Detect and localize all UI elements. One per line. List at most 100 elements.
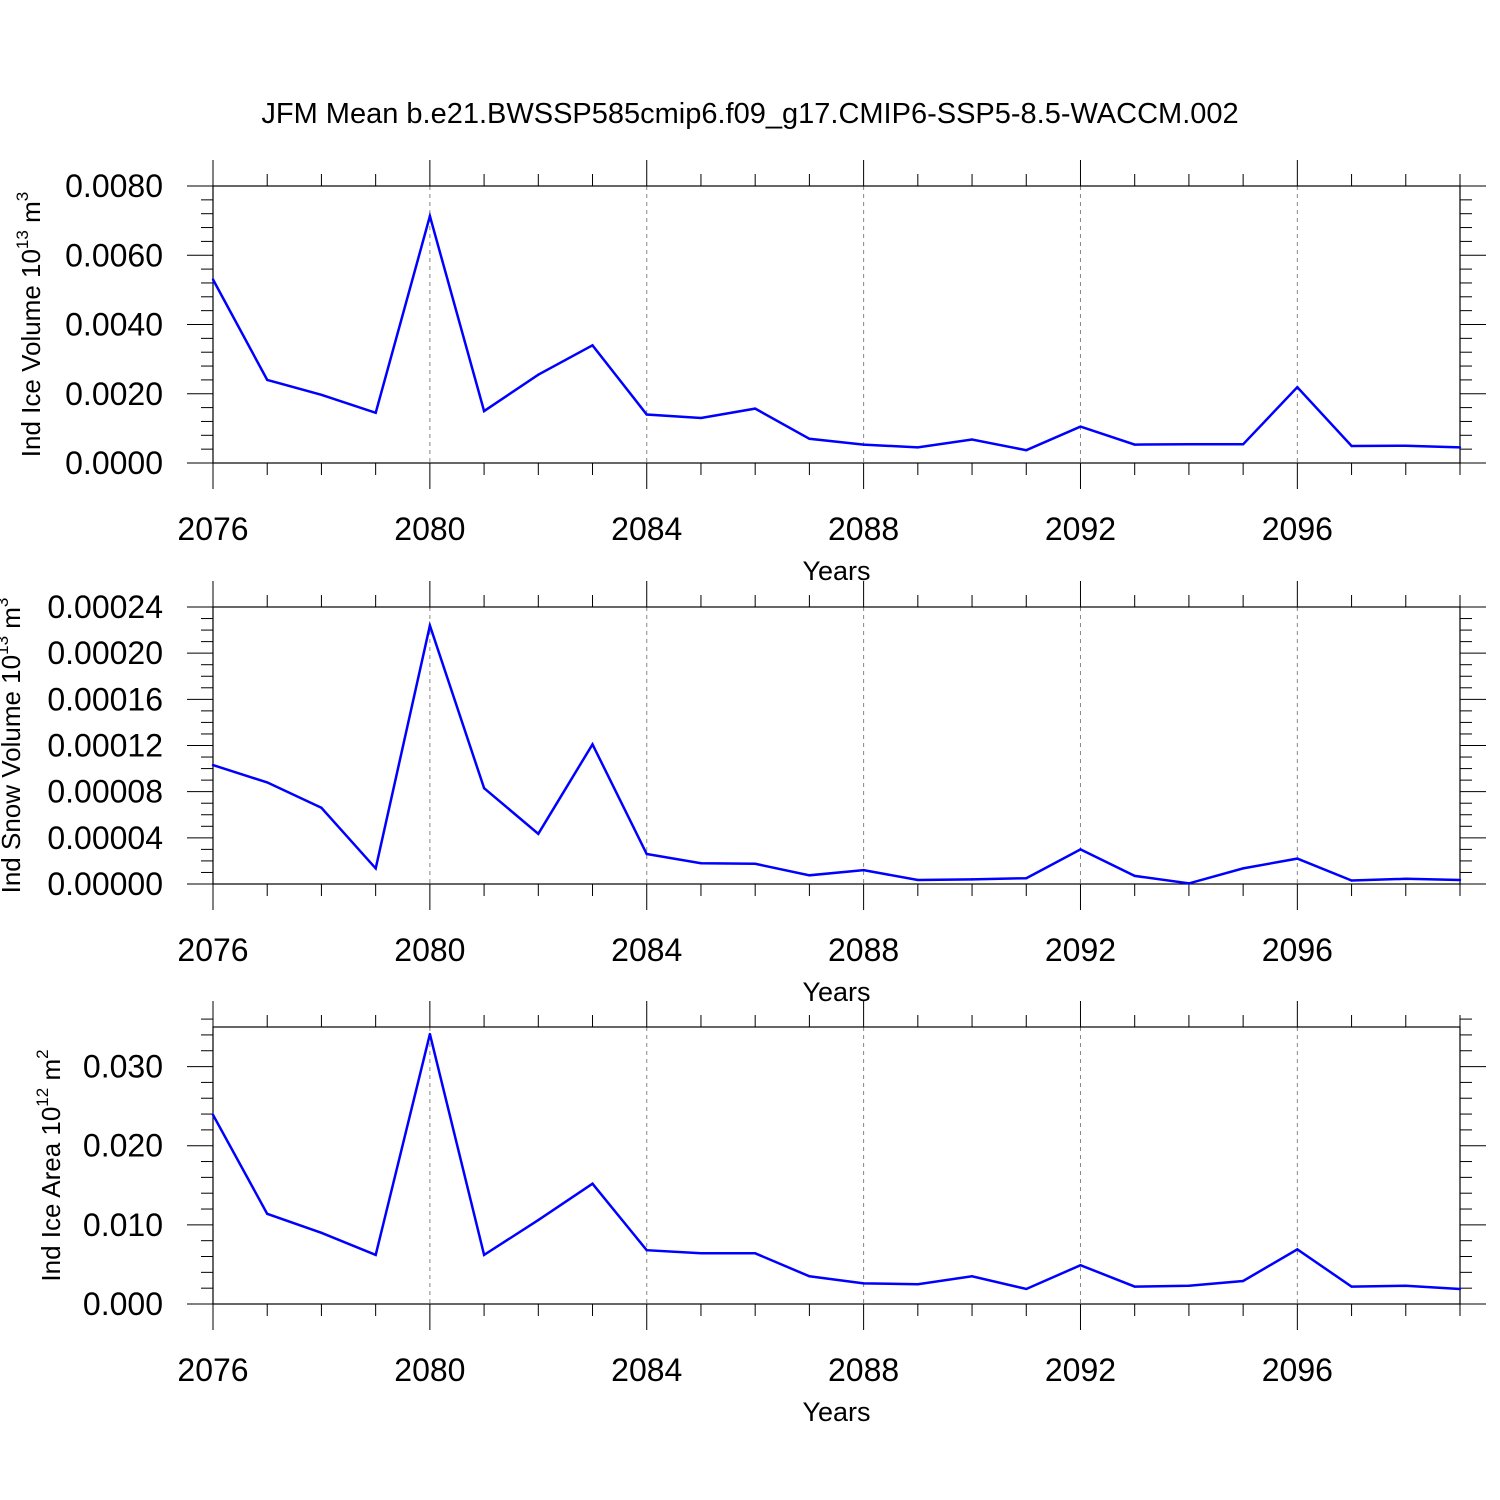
series-line <box>212 620 1461 885</box>
data-point <box>320 393 323 396</box>
plot-frame <box>212 606 1461 885</box>
y-tick-label: 0.00024 <box>47 589 163 625</box>
y-axis-label-unit: m <box>16 201 46 230</box>
data-point <box>537 373 540 376</box>
y-tick-label: 0.030 <box>83 1049 163 1085</box>
data-point <box>862 1282 865 1285</box>
data-point <box>699 862 703 865</box>
data-point <box>1079 1264 1082 1267</box>
data-point <box>645 852 648 856</box>
data-point <box>1133 874 1136 878</box>
y-tick-label: 0.0040 <box>65 307 163 343</box>
data-point <box>1458 878 1462 882</box>
chart-panel-3: 2076 2080 2084 2088 2092 2096 Years 0.000 0.010 0… <box>33 1001 1486 1427</box>
data-point <box>699 1252 703 1255</box>
data-point <box>862 868 865 872</box>
y-tick-label: 0.010 <box>83 1207 163 1243</box>
data-point <box>591 743 594 746</box>
y-tick-label: 0.000 <box>83 1286 163 1322</box>
y-axis-label-exponent: 13 <box>13 230 32 249</box>
data-point <box>591 344 594 347</box>
y-tick-label: 0.0080 <box>65 168 163 204</box>
y-axis-label-exponent: 12 <box>33 1088 52 1107</box>
data-point <box>645 413 648 416</box>
data-point <box>428 214 432 218</box>
data-point <box>1187 1284 1191 1287</box>
y-axis-label-unit-exponent: 2 <box>33 1049 52 1058</box>
y-axis-label-unit-exponent: 3 <box>13 192 32 201</box>
y-tick-label: 0.00000 <box>47 866 163 902</box>
x-tick-label: 2088 <box>828 932 899 968</box>
data-point <box>374 1253 377 1257</box>
x-axis-label: Years <box>802 977 870 1007</box>
y-axis-label: Ind Ice Area 1012 m2 <box>33 1049 66 1281</box>
series-line <box>211 1033 1461 1291</box>
x-tick-label: 2084 <box>611 1352 682 1388</box>
data-point <box>1458 1287 1462 1291</box>
x-tick-label: 2076 <box>177 932 248 968</box>
data-point <box>537 1218 540 1222</box>
data-point <box>808 437 811 440</box>
data-point <box>1404 1284 1407 1287</box>
data-point <box>320 1231 323 1234</box>
data-point <box>211 1113 215 1117</box>
data-point <box>1133 1285 1136 1288</box>
data-point <box>753 1252 757 1255</box>
data-point <box>916 878 920 882</box>
data-point <box>1404 877 1407 881</box>
x-tick-label: 2092 <box>1045 932 1116 968</box>
data-point <box>970 1275 974 1278</box>
data-point <box>1025 448 1028 452</box>
data-point <box>1296 857 1299 860</box>
x-tick-label: 2080 <box>394 932 465 968</box>
data-point <box>645 1248 648 1252</box>
y-tick-label: 0.00020 <box>47 635 163 671</box>
x-tick-label: 2076 <box>177 1352 248 1388</box>
data-point <box>970 438 974 441</box>
y-axis-label-text: Ind Snow Volume 10 <box>0 655 26 894</box>
y-tick-label: 0.0000 <box>65 445 163 481</box>
y-tick-label: 0.0060 <box>65 237 163 273</box>
data-point <box>537 832 540 835</box>
chart-panel-2: 2076 2080 2084 2088 2092 2096 Years 0.00000 0.00… <box>0 581 1486 1007</box>
data-point <box>1079 848 1082 851</box>
x-tick-label: 2080 <box>394 511 465 547</box>
x-tick-label: 2084 <box>611 511 682 547</box>
data-point <box>211 278 215 281</box>
data-point <box>374 867 377 870</box>
x-tick-label: 2080 <box>394 1352 465 1388</box>
data-point <box>753 407 757 410</box>
y-axis-label-text: Ind Ice Area 10 <box>36 1107 66 1282</box>
x-tick-label: 2096 <box>1262 932 1333 968</box>
data-point <box>266 378 269 382</box>
data-point <box>808 1275 811 1278</box>
y-tick-label: 0.020 <box>83 1128 163 1164</box>
data-point <box>211 763 215 767</box>
x-tick-label: 2076 <box>177 511 248 547</box>
data-point <box>428 1032 432 1036</box>
data-point <box>699 416 703 420</box>
data-point <box>1350 444 1353 448</box>
y-tick-label: 0.0020 <box>65 376 163 412</box>
y-axis-label: Ind Ice Volume 1013 m3 <box>13 192 46 457</box>
data-point <box>591 1182 594 1185</box>
x-tick-label: 2084 <box>611 932 682 968</box>
data-point <box>1025 877 1028 880</box>
y-axis-label-text: Ind Ice Volume 10 <box>16 249 46 457</box>
data-point <box>1296 1248 1299 1251</box>
data-point <box>916 446 920 449</box>
y-tick-label: 0.00004 <box>47 820 163 856</box>
chart-panel-1: 2076 2080 2084 2088 2092 2096 Years 0.0000 0.002… <box>13 160 1486 586</box>
y-axis-label-unit: m <box>0 607 26 636</box>
data-point <box>428 624 432 627</box>
y-axis-label-unit-exponent: 3 <box>0 598 12 607</box>
data-point <box>1079 425 1082 428</box>
data-point <box>266 1212 269 1215</box>
data-point <box>1133 443 1136 446</box>
y-axis-label-unit: m <box>36 1059 66 1088</box>
y-tick-label: 0.00008 <box>47 774 163 810</box>
data-point <box>1296 385 1299 389</box>
y-tick-label: 0.00016 <box>47 681 163 717</box>
data-point <box>1350 879 1353 882</box>
